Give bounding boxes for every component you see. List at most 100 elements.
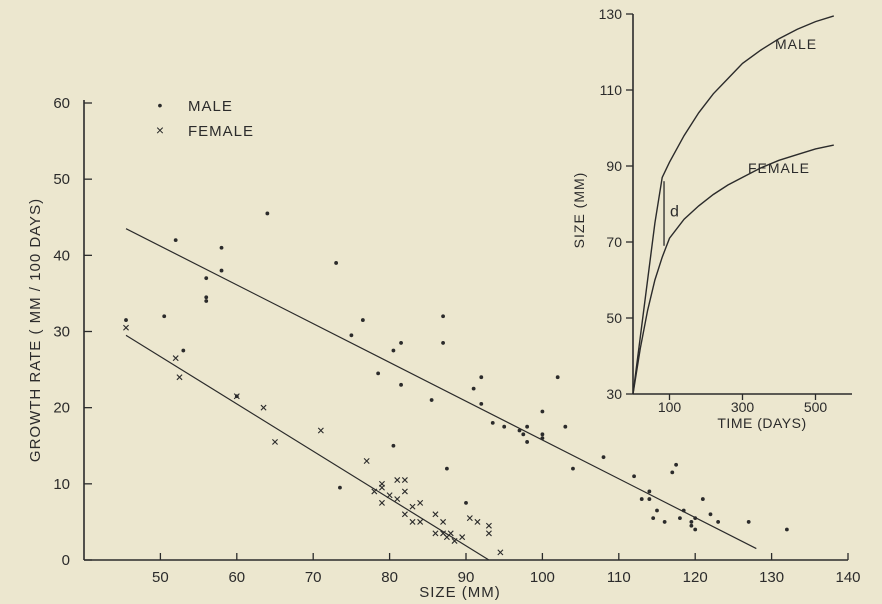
female-point bbox=[474, 518, 481, 525]
male-point bbox=[746, 520, 751, 524]
male-point bbox=[338, 485, 342, 490]
male-point bbox=[647, 497, 652, 501]
female-point bbox=[459, 534, 466, 541]
main-y-axis-title: GROWTH RATE ( MM / 100 DAYS) bbox=[27, 198, 44, 462]
female-point bbox=[497, 549, 504, 556]
fit-line-male bbox=[125, 228, 757, 550]
female-point bbox=[417, 499, 424, 506]
female-point bbox=[317, 427, 324, 434]
female-point bbox=[432, 530, 439, 537]
female-point-stroke bbox=[432, 511, 439, 518]
female-point-stroke bbox=[440, 518, 447, 525]
main-x-tick-label: 140 bbox=[835, 569, 860, 586]
male-point bbox=[525, 424, 530, 429]
male-point bbox=[670, 470, 675, 475]
female-point bbox=[432, 511, 439, 518]
male-point bbox=[334, 261, 339, 265]
legend-male-symbol: • bbox=[158, 97, 163, 113]
main-x-tick-label: 60 bbox=[228, 569, 245, 586]
male-point bbox=[391, 348, 396, 353]
male-point bbox=[181, 348, 186, 353]
main-x-tick-label: 70 bbox=[305, 569, 322, 586]
male-point bbox=[716, 520, 721, 524]
female-point-stroke bbox=[409, 503, 416, 510]
main-x-tick-label: 100 bbox=[530, 569, 555, 586]
inset-y-tick-label: 110 bbox=[600, 82, 623, 98]
male-point bbox=[376, 371, 381, 376]
male-point bbox=[471, 386, 476, 391]
main-y-tick-label: 60 bbox=[53, 95, 70, 112]
male-point bbox=[678, 516, 682, 521]
main-x-tick-label: 90 bbox=[458, 569, 475, 586]
main-x-tick-label: 80 bbox=[381, 569, 398, 586]
female-point-stroke bbox=[485, 522, 492, 529]
inset-y-tick-label: 130 bbox=[599, 6, 623, 22]
male-point bbox=[693, 516, 698, 521]
male-point bbox=[502, 424, 507, 429]
female-point-stroke bbox=[123, 324, 130, 331]
female-point-stroke bbox=[417, 518, 424, 525]
male-point bbox=[441, 314, 445, 319]
difference-label: d bbox=[670, 204, 679, 221]
male-point bbox=[441, 341, 445, 345]
male-point bbox=[429, 398, 434, 402]
female-point-stroke bbox=[459, 534, 466, 541]
male-point bbox=[521, 432, 526, 437]
male-point bbox=[555, 375, 560, 380]
inset-y-tick-label: 50 bbox=[606, 310, 622, 326]
male-point bbox=[173, 238, 178, 243]
female-point bbox=[440, 518, 447, 525]
female-point-stroke bbox=[363, 457, 370, 464]
main-x-tick-label: 130 bbox=[759, 569, 784, 586]
inset-x-axis-title: TIME (DAYS) bbox=[717, 415, 806, 431]
female-point bbox=[401, 477, 408, 484]
female-point bbox=[417, 518, 424, 525]
male-point bbox=[391, 443, 396, 448]
female-point bbox=[386, 492, 393, 499]
male-point bbox=[693, 527, 698, 532]
female-point-stroke bbox=[233, 393, 240, 400]
female-point-stroke bbox=[497, 549, 504, 556]
female-point bbox=[371, 488, 378, 495]
main-ticks: 0 10 20 30 40 50 60 50 60 70 80 90 100 110 120 130 140 bbox=[53, 95, 860, 586]
female-point bbox=[123, 324, 130, 331]
female-point-stroke bbox=[451, 537, 458, 544]
legend-female-symbol: × bbox=[156, 122, 164, 138]
male-point bbox=[681, 508, 686, 513]
male-point bbox=[479, 375, 484, 380]
male-point bbox=[517, 428, 522, 433]
main-scatter-chart: 0 10 20 30 40 50 60 50 60 70 80 90 100 110 120 130 140 S… bbox=[27, 95, 861, 601]
female-point-stroke bbox=[378, 499, 385, 506]
inset-x-tick-label: 500 bbox=[804, 399, 828, 415]
main-y-tick-label: 0 bbox=[62, 552, 70, 569]
male-point bbox=[204, 295, 209, 300]
male-point bbox=[265, 211, 270, 216]
female-point bbox=[451, 537, 458, 544]
female-point bbox=[485, 530, 492, 537]
female-point bbox=[233, 393, 240, 400]
female-point bbox=[176, 374, 183, 381]
female-point-stroke bbox=[401, 488, 408, 495]
male-point bbox=[708, 512, 713, 517]
fit-line-female bbox=[125, 334, 490, 561]
male-point bbox=[571, 466, 575, 471]
male-point bbox=[647, 489, 652, 494]
inset-y-axis-title: SIZE (MM) bbox=[571, 172, 587, 249]
inset-y-tick-label: 70 bbox=[606, 234, 622, 250]
female-point bbox=[401, 511, 408, 518]
inset-x-tick-label: 300 bbox=[731, 399, 755, 415]
inset-curves bbox=[632, 15, 835, 395]
female-point-stroke bbox=[401, 511, 408, 518]
female-point bbox=[363, 457, 370, 464]
male-point bbox=[540, 432, 545, 437]
female-point bbox=[466, 515, 473, 522]
female-point-stroke bbox=[371, 488, 378, 495]
male-point bbox=[525, 440, 530, 444]
main-x-tick-label: 110 bbox=[607, 569, 631, 586]
female-point-stroke bbox=[440, 530, 447, 537]
inset-y-tick-label: 90 bbox=[606, 158, 622, 174]
inset-annotation: d bbox=[663, 181, 679, 246]
female-point-stroke bbox=[409, 518, 416, 525]
main-y-tick-label: 50 bbox=[53, 171, 70, 188]
